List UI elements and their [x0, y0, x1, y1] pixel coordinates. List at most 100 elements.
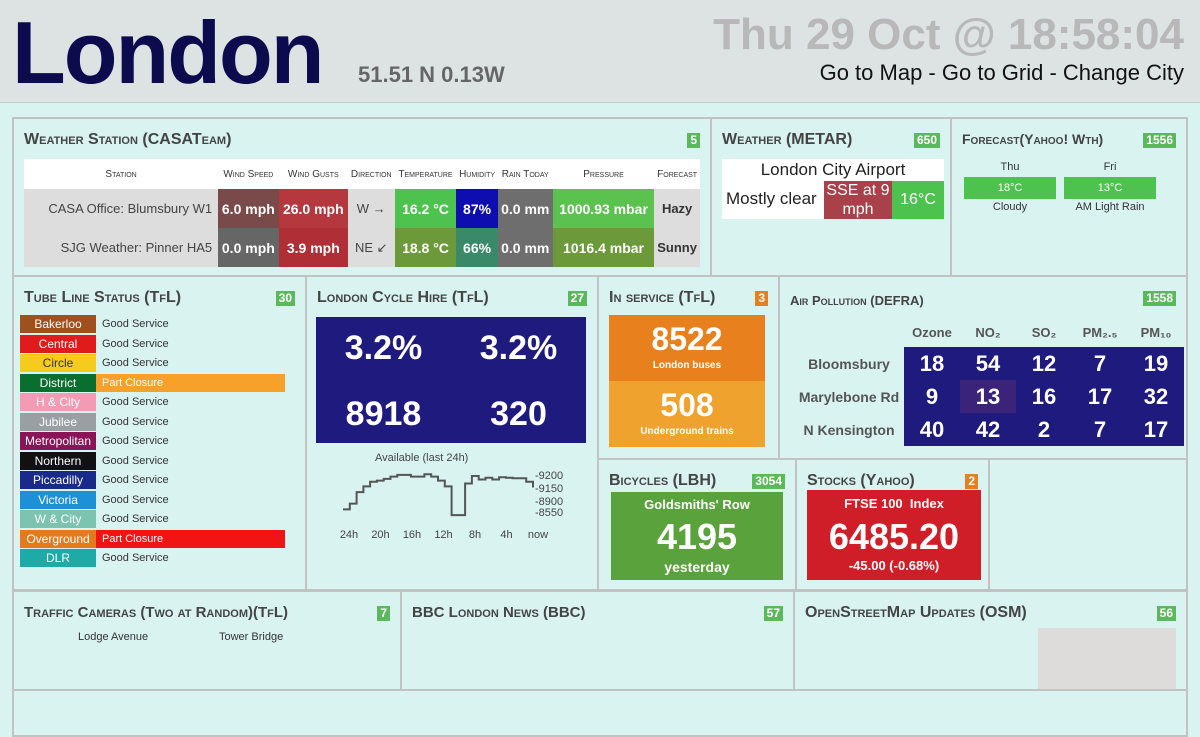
column-header: PM₂.₅: [1082, 324, 1118, 340]
tube-line-name: Piccadilly: [20, 471, 96, 489]
table-row: Marylebone Rd 9 13 16 17 32: [794, 380, 1184, 413]
tube-line-name: Jubilee: [20, 412, 96, 431]
camera-name[interactable]: Tower Bridge: [219, 631, 284, 643]
column-header: Pressure: [552, 159, 655, 189]
cell-rain: 0.0 mm: [497, 228, 553, 267]
cell-rain: 0.0 mm: [497, 189, 553, 228]
tube-line-row[interactable]: Overground Part Closure: [20, 529, 285, 548]
forecast-text: Cloudy: [992, 201, 1028, 213]
table-row: Bloomsbury 18 54 12 7 19: [794, 347, 1184, 380]
cell-hum: 66%: [456, 228, 498, 267]
table-row: SJG Weather: Pinner HA5 0.0 mph 3.9 mph NE …: [24, 228, 700, 267]
pollution-value: 7: [1072, 413, 1128, 446]
cell-gusts: 3.9 mph: [278, 228, 348, 267]
tube-line-row[interactable]: Northern Good Service: [20, 451, 285, 470]
datetime: Thu 29 Oct @ 18:58:04: [713, 10, 1184, 59]
table-row: N Kensington 40 42 2 7 17: [794, 413, 1184, 446]
tube-line-row[interactable]: Victoria Good Service: [20, 490, 285, 509]
forecast-temp: 13°C: [1064, 177, 1156, 199]
osm-updates-panel: OpenStreetMap Updates (OSM) 56: [793, 590, 1188, 691]
separator: -: [1043, 60, 1063, 85]
pollution-value: 40: [904, 413, 960, 446]
buses-count: 8522: [651, 321, 723, 357]
tube-line-status: Good Service: [102, 513, 169, 525]
stock-change: -45.00 (-0.68%): [848, 558, 940, 573]
tube-line-name: DLR: [20, 549, 96, 567]
tube-line-row[interactable]: Metropolitan Good Service: [20, 432, 285, 450]
tube-status-panel: Tube Line Status (TfL) 30 Bakerloo Good S…: [12, 275, 307, 591]
cycle-stat: 8918: [345, 395, 422, 433]
panel-title: BBC London News (BBC): [412, 604, 586, 621]
tube-line-row[interactable]: Piccadilly Good Service: [20, 471, 285, 489]
tube-line-row[interactable]: W & City Good Service: [20, 510, 285, 528]
cycle-stat: 320: [490, 395, 547, 433]
pollution-value: 18: [904, 347, 960, 380]
cell-speed: 0.0 mph: [218, 228, 279, 267]
cycle-stats: 3.2% 3.2% 8918 320: [316, 317, 586, 443]
x-tick-label: 8h: [469, 529, 481, 541]
forecast-day: Fri: [1103, 161, 1117, 173]
column-header: Wind Gusts: [278, 159, 348, 189]
metar-temp: 16°C: [892, 181, 944, 219]
tube-line-name: District: [20, 373, 96, 392]
site-name: Bloomsbury: [808, 355, 890, 372]
weather-station-table: Station Wind Speed Wind Gusts Direction Temp…: [24, 159, 700, 267]
count-badge: 3054: [752, 474, 785, 489]
tube-line-name: W & City: [20, 510, 96, 528]
pollution-value: 19: [1128, 347, 1184, 380]
count-badge: 1558: [1143, 291, 1176, 306]
panel-title: Traffic Cameras (Two at Random)(TfL): [24, 604, 289, 621]
metar-panel: Weather (METAR) 650 London City Airport …: [710, 117, 952, 277]
cell-press: 1016.4 mbar: [552, 228, 655, 267]
cell-hum: 87%: [456, 189, 498, 228]
pollution-value: 2: [1016, 413, 1072, 446]
count-badge: 30: [275, 291, 295, 306]
bicycle-count: 4195: [656, 516, 738, 557]
tube-line-row[interactable]: Jubilee Good Service: [20, 412, 285, 431]
panel-title: Weather (METAR): [722, 131, 853, 148]
tube-line-row[interactable]: H & City Good Service: [20, 393, 285, 411]
air-pollution-panel: Air Pollution (DEFRA) 1558 Ozone NO₂ SO₂ PM…: [778, 275, 1188, 460]
in-service-panel: In service (TfL) 3 8522 London buses 508…: [597, 275, 780, 460]
tube-line-row[interactable]: DLR Good Service: [20, 549, 285, 567]
x-tick-label: 16h: [403, 529, 421, 541]
change-city-link[interactable]: Change City: [1062, 60, 1184, 85]
count-badge: 650: [913, 133, 940, 148]
footer-panel: [12, 689, 1188, 737]
camera-name[interactable]: Lodge Avenue: [78, 631, 149, 643]
bicycles-box: Goldsmiths' Row 4195 yesterday: [611, 492, 783, 580]
panel-title: Forecast(Yahoo! Wth): [962, 131, 1104, 147]
count-badge: 3: [755, 291, 768, 306]
tube-line-status: Good Service: [102, 552, 169, 564]
pollution-value: 54: [960, 347, 1016, 380]
cell-temp: 18.8 °C: [394, 228, 457, 267]
cell-dir: W →: [348, 189, 395, 228]
bicycle-location: Goldsmiths' Row: [644, 497, 750, 512]
tube-line-row[interactable]: Central Good Service: [20, 334, 285, 353]
bbc-news-panel: BBC London News (BBC) 57: [400, 590, 795, 691]
go-to-grid-link[interactable]: Go to Grid: [941, 60, 1044, 85]
traffic-cameras-panel: Traffic Cameras (Two at Random)(TfL) 7 L…: [12, 590, 402, 691]
separator: -: [922, 60, 942, 85]
column-header: PM₁₀: [1140, 324, 1172, 340]
tube-line-row[interactable]: Circle Good Service: [20, 354, 285, 372]
cell-station: SJG Weather: Pinner HA5: [24, 228, 219, 267]
stocks-panel: Stocks (Yahoo) 2 FTSE 100 Index 6485.20 …: [795, 458, 990, 591]
go-to-map-link[interactable]: Go to Map: [819, 60, 923, 85]
pollution-value: 7: [1072, 347, 1128, 380]
city-name: London: [12, 3, 325, 102]
column-header: SO₂: [1031, 324, 1057, 340]
tube-line-name: Overground: [20, 529, 96, 548]
count-badge: 56: [1156, 606, 1176, 621]
pollution-value: 16: [1016, 380, 1072, 413]
x-tick-label: now: [528, 529, 548, 541]
tube-line-status: Good Service: [102, 396, 169, 408]
tube-line-name: Circle: [20, 354, 96, 372]
count-badge: 27: [567, 291, 587, 306]
metar-condition: Mostly clear: [726, 189, 817, 208]
tube-line-status: Good Service: [102, 415, 169, 428]
tube-line-row[interactable]: District Part Closure: [20, 373, 285, 392]
cell-dir: NE ↙: [348, 228, 395, 267]
air-pollution-table: Ozone NO₂ SO₂ PM₂.₅ PM₁₀ Bloomsbury 18 54 12 7 19 M…: [794, 317, 1184, 446]
tube-line-row[interactable]: Bakerloo Good Service: [20, 315, 285, 333]
